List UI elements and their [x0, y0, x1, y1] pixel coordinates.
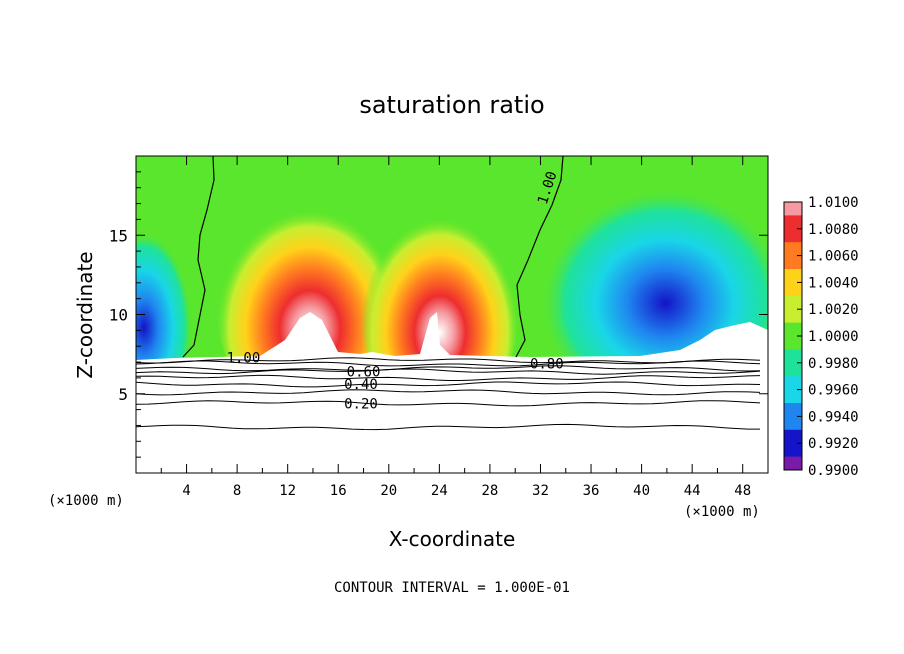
unsaturated-region: [136, 312, 768, 473]
y-axis-label: Z-coordinate: [73, 251, 97, 378]
colorbar-segment: [784, 215, 802, 230]
colorbar-segment: [784, 242, 802, 257]
contour-label: 0.20: [344, 396, 378, 412]
colorbar-segment: [784, 336, 802, 350]
colorbar-segment: [784, 429, 802, 444]
x-tick-label: 8: [233, 483, 241, 499]
contour-line-0.7: [136, 365, 761, 372]
contour-line-0.6: [136, 368, 761, 375]
color-field: [136, 156, 768, 473]
contour-line-0.4: [136, 381, 761, 388]
x-tick-label: 36: [583, 483, 600, 499]
chart-title: saturation ratio: [359, 91, 544, 119]
contour-lines: [136, 357, 761, 431]
contour-label: 1.00: [227, 350, 261, 366]
contour-line-0.3: [136, 389, 761, 396]
colorbar-segment: [784, 269, 802, 283]
colorbar-level-label: 1.0080: [808, 222, 859, 238]
x-tick-label: 48: [734, 483, 751, 499]
x-tick-label: 20: [380, 483, 397, 499]
footer-text: CONTOUR INTERVAL = 1.000E-01: [334, 580, 570, 596]
x-tick-label: 28: [481, 483, 498, 499]
y-units-label: (×1000 m): [48, 493, 124, 509]
x-tick-label: 24: [431, 483, 448, 499]
x-tick-label: 12: [279, 483, 296, 499]
contour-label: 0.80: [530, 357, 564, 373]
x-tick-label: 44: [684, 483, 701, 499]
x-tick-label: 4: [182, 483, 190, 499]
colorbar-level-label: 0.9980: [808, 356, 859, 372]
y-tick-label: 5: [118, 385, 128, 404]
contour-line-0.8: [136, 360, 761, 367]
x-units-label: (×1000 m): [684, 504, 760, 520]
colorbar-segment: [784, 416, 802, 431]
colorbar-segment: [784, 456, 802, 471]
x-tick-label: 32: [532, 483, 549, 499]
colorbar-segment: [784, 228, 802, 243]
x-axis-label: X-coordinate: [389, 527, 516, 551]
colorbar-segment: [784, 322, 802, 337]
y-tick-label: 10: [109, 306, 128, 325]
colorbar-level-label: 1.0020: [808, 302, 859, 318]
colorbar-segment: [784, 295, 802, 310]
colorbar-segment: [784, 349, 802, 364]
colorbar-segment: [784, 202, 802, 216]
colorbar-segment: [784, 443, 802, 458]
x-tick-label: 16: [330, 483, 347, 499]
colorbar-segment: [784, 282, 802, 297]
y-tick-label: 15: [109, 226, 128, 245]
colorbar-segment: [784, 362, 802, 377]
x-tick-label: 40: [633, 483, 650, 499]
contour-label: 0.60: [347, 365, 381, 381]
colorbar-segment: [784, 255, 802, 270]
contour-line-0.2: [136, 400, 761, 407]
contour-1-00-left: [182, 156, 215, 358]
colorbar-level-label: 0.9940: [808, 409, 859, 425]
colorbar-level-label: 0.9900: [808, 463, 859, 479]
colorbar-segment: [784, 389, 802, 404]
colorbar-segment: [784, 403, 802, 417]
colorbar-level-label: 1.0100: [808, 195, 859, 211]
contour-label: 0.40: [344, 377, 378, 393]
colorbar-level-label: 1.0060: [808, 249, 859, 265]
colorbar-level-label: 0.9920: [808, 436, 859, 452]
colorbar: 1.0100 1.0080 1.0060 1.0040 1.0020 1.0000 0.99…: [783, 195, 859, 479]
cold-region-left: [136, 200, 216, 360]
colorbar-segment: [784, 309, 802, 324]
contour-line-0.1: [136, 423, 760, 431]
colorbar-segment: [784, 376, 802, 391]
contour-line-0.5: [136, 374, 761, 381]
colorbar-level-label: 0.9960: [808, 383, 859, 399]
colorbar-level-label: 1.0000: [808, 329, 859, 345]
colorbar-level-label: 1.0040: [808, 275, 859, 291]
contour-1-00-right: [515, 156, 564, 358]
